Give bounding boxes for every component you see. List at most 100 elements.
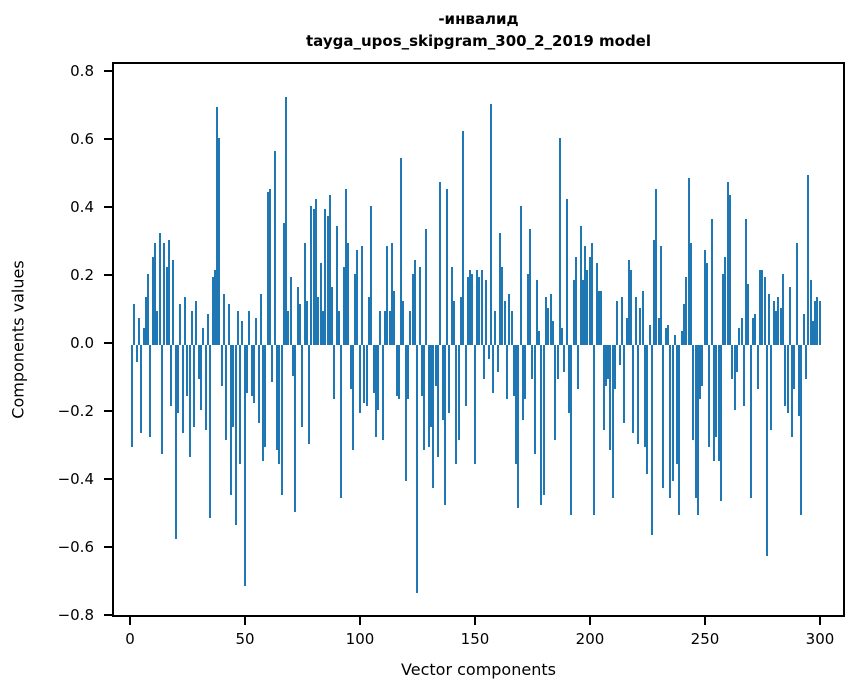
bar — [542, 345, 545, 495]
bar — [738, 328, 741, 345]
bar — [271, 345, 274, 383]
bar — [722, 273, 725, 345]
bar — [570, 345, 573, 515]
x-axis-label: Vector components — [401, 660, 556, 679]
bar — [319, 263, 322, 345]
bar — [239, 345, 242, 464]
bar — [637, 345, 639, 444]
bar — [225, 345, 228, 441]
bar — [241, 321, 244, 345]
bar — [216, 107, 219, 345]
bar — [183, 297, 186, 345]
bar — [402, 300, 405, 345]
bar — [135, 345, 138, 362]
bar — [597, 290, 600, 345]
bar — [680, 331, 683, 345]
bar — [683, 304, 685, 345]
bar — [243, 345, 246, 587]
bar — [602, 345, 605, 430]
bar — [496, 345, 499, 373]
bar — [441, 345, 444, 420]
bar — [480, 270, 483, 345]
bar — [715, 345, 718, 437]
bar — [432, 345, 435, 488]
x-tick-mark — [589, 617, 591, 625]
bar — [282, 222, 285, 345]
bar — [749, 345, 752, 498]
bar — [209, 345, 212, 519]
bar — [358, 345, 361, 413]
bar — [188, 345, 191, 458]
bar — [292, 345, 294, 376]
bar — [616, 300, 619, 345]
bar — [798, 345, 800, 417]
bar — [572, 280, 575, 345]
bar — [137, 317, 140, 345]
bar — [213, 270, 216, 345]
bar — [770, 345, 773, 430]
bar — [427, 345, 430, 447]
bar — [172, 260, 175, 345]
bar — [526, 273, 529, 345]
bar — [788, 287, 791, 345]
bar — [455, 345, 458, 464]
bar — [818, 300, 821, 345]
bar — [220, 345, 223, 386]
bar — [763, 277, 766, 345]
bar — [568, 345, 570, 413]
bar — [181, 345, 184, 434]
y-tick-label: −0.6 — [57, 538, 94, 556]
bar — [246, 345, 248, 393]
bar — [296, 287, 299, 345]
bar — [298, 304, 301, 345]
bar — [386, 246, 389, 345]
bar — [607, 345, 610, 379]
bar — [772, 300, 775, 345]
bar — [634, 297, 637, 345]
bar — [328, 195, 331, 345]
bar — [724, 256, 727, 345]
bar — [703, 249, 706, 345]
bar — [694, 345, 697, 498]
bar — [611, 345, 614, 498]
bar — [524, 345, 527, 400]
bar — [340, 345, 343, 498]
bar — [418, 266, 421, 345]
bar — [563, 345, 566, 373]
bar — [338, 311, 340, 345]
bar — [735, 345, 738, 373]
bar — [643, 345, 646, 447]
y-tick-mark — [104, 410, 112, 412]
bar — [324, 209, 327, 345]
bar — [574, 256, 577, 345]
bar — [756, 345, 759, 390]
bar — [816, 297, 819, 345]
bar — [731, 345, 734, 379]
bar — [312, 209, 315, 345]
bar — [229, 345, 232, 495]
bar — [379, 311, 382, 345]
bar — [614, 345, 616, 390]
bar — [264, 345, 267, 447]
bar — [669, 345, 672, 498]
y-axis-label: Components values — [8, 260, 28, 419]
chart-title-line2: tayga_upos_skipgram_300_2_2019 model — [306, 32, 651, 50]
bar — [485, 280, 488, 345]
bar — [211, 277, 214, 345]
bar — [430, 345, 432, 427]
bar — [453, 300, 455, 345]
bar — [227, 304, 230, 345]
bar — [365, 345, 368, 407]
y-tick-label: 0.4 — [70, 198, 94, 216]
bar — [804, 345, 807, 379]
bar — [177, 345, 179, 413]
bar — [478, 277, 481, 345]
bar — [494, 311, 497, 345]
bar — [149, 345, 152, 437]
x-tick-mark — [819, 617, 821, 625]
x-tick-label: 150 — [460, 630, 490, 648]
bar — [701, 345, 704, 386]
y-tick-mark — [104, 274, 112, 276]
y-tick-label: −0.2 — [57, 402, 94, 420]
bar — [540, 345, 543, 505]
